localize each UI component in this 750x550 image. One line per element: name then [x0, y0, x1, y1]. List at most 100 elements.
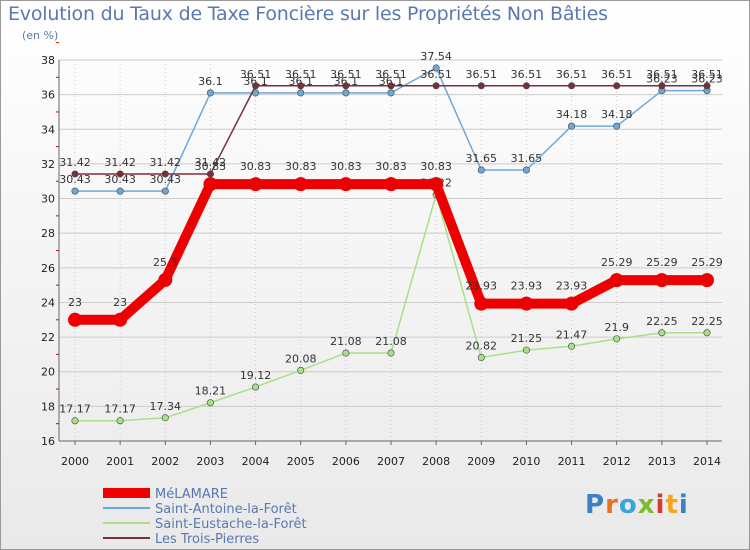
x-tick-label: 2007 — [377, 455, 405, 468]
data-point — [703, 82, 711, 90]
y-tick-label: 18 — [41, 400, 55, 413]
data-point — [658, 82, 666, 90]
data-point — [477, 354, 485, 362]
data-label: 36.51 — [646, 68, 678, 81]
data-label: 36.51 — [240, 68, 272, 81]
data-label: 23.93 — [466, 280, 498, 293]
data-label: 21.08 — [330, 335, 362, 348]
data-label: 22.25 — [646, 315, 678, 328]
x-tick-label: 2000 — [61, 455, 89, 468]
data-label: 18.21 — [195, 385, 227, 398]
data-point — [161, 187, 169, 195]
data-label: 22.25 — [691, 315, 723, 328]
data-label: 36.51 — [375, 68, 407, 81]
data-point — [387, 89, 395, 97]
data-label: 21.25 — [511, 332, 543, 345]
data-label: 19.12 — [240, 369, 272, 382]
data-label: 31.42 — [195, 156, 227, 169]
data-label: 30.83 — [240, 160, 272, 173]
y-tick-label: 28 — [41, 227, 55, 240]
data-point — [203, 177, 218, 192]
x-tick-label: 2001 — [106, 455, 134, 468]
data-point — [342, 89, 350, 97]
y-tick-label: 36 — [41, 89, 55, 102]
data-label: 17.17 — [104, 403, 136, 416]
x-tick-label: 2008 — [422, 455, 450, 468]
data-label: 36.1 — [198, 75, 223, 88]
data-point — [71, 417, 79, 425]
data-label: 31.65 — [511, 152, 543, 165]
legend-label: Les Trois-Pierres — [155, 532, 259, 547]
x-tick-label: 2013 — [648, 455, 676, 468]
data-point — [522, 166, 530, 174]
data-label: 25.29 — [601, 256, 633, 269]
data-label: 30.43 — [150, 173, 182, 186]
data-label: 21.9 — [604, 321, 629, 334]
data-point — [384, 177, 398, 192]
data-point — [432, 82, 440, 90]
data-label: 23 — [113, 296, 127, 309]
y-tick-label: 30 — [41, 193, 55, 206]
data-point — [654, 273, 669, 288]
data-label: 36.51 — [556, 68, 588, 81]
data-label: 36.51 — [466, 68, 498, 81]
data-point — [158, 272, 173, 287]
data-point — [161, 170, 169, 178]
y-tick-label: 22 — [41, 331, 55, 344]
data-label: 30.83 — [330, 160, 362, 173]
data-point — [116, 170, 124, 178]
data-point — [206, 89, 214, 97]
proxiti-logo: Proxiti — [585, 490, 689, 520]
legend: MéLAMARESaint-Antoine-la-ForêtSaint-Eust… — [103, 487, 307, 547]
data-point — [613, 335, 621, 343]
legend-label: MéLAMARE — [155, 487, 228, 502]
data-point — [297, 366, 305, 374]
data-label: 20.82 — [466, 340, 498, 353]
data-label: 23.93 — [556, 280, 588, 293]
y-tick-label: 32 — [41, 158, 55, 171]
data-point — [206, 399, 214, 407]
x-tick-label: 2014 — [693, 455, 721, 468]
data-label: 36.1 — [379, 75, 404, 88]
data-point — [293, 177, 308, 192]
data-point — [429, 177, 444, 192]
data-label: 36.1 — [334, 75, 359, 88]
y-tick-label: 34 — [41, 123, 55, 136]
x-tick-label: 2009 — [467, 455, 495, 468]
data-label: 34.18 — [601, 108, 633, 121]
data-point — [71, 170, 79, 178]
data-label: 36.1 — [288, 75, 313, 88]
data-label: 30.43 — [59, 173, 91, 186]
data-point — [519, 296, 534, 311]
data-point — [68, 312, 82, 327]
y-tick-label: 16 — [41, 435, 55, 448]
data-point — [613, 82, 621, 90]
data-point — [297, 89, 305, 97]
data-point — [522, 346, 530, 354]
data-point — [113, 312, 128, 327]
data-point — [564, 296, 579, 311]
series-layer: 17.17 17.17 17.34 18.21 19.12 20.08 21.08 21.08… — [59, 50, 723, 425]
y-tick-label: 38 — [41, 54, 55, 67]
data-label: 25.29 — [646, 256, 678, 269]
data-point — [522, 82, 530, 90]
legend-label: Saint-Eustache-la-Forêt — [155, 517, 307, 532]
data-point — [387, 349, 395, 357]
data-label: 36.23 — [646, 73, 678, 86]
data-label: 21.47 — [556, 328, 588, 341]
data-point — [700, 273, 714, 288]
data-point — [252, 383, 260, 391]
data-label: 25.3 — [153, 256, 178, 269]
data-label: 30.83 — [375, 160, 407, 173]
data-label: 36.51 — [330, 68, 362, 81]
axes: 16 18 20 22 24 26 28 30 32 34 36 38 2000 2001 2002 2003… — [41, 42, 722, 468]
data-point — [342, 82, 350, 90]
data-point — [116, 417, 124, 425]
x-tick-label: 2003 — [196, 455, 224, 468]
data-point — [161, 414, 169, 422]
x-tick-label: 2002 — [151, 455, 179, 468]
data-point — [432, 64, 440, 72]
data-point — [477, 166, 485, 174]
